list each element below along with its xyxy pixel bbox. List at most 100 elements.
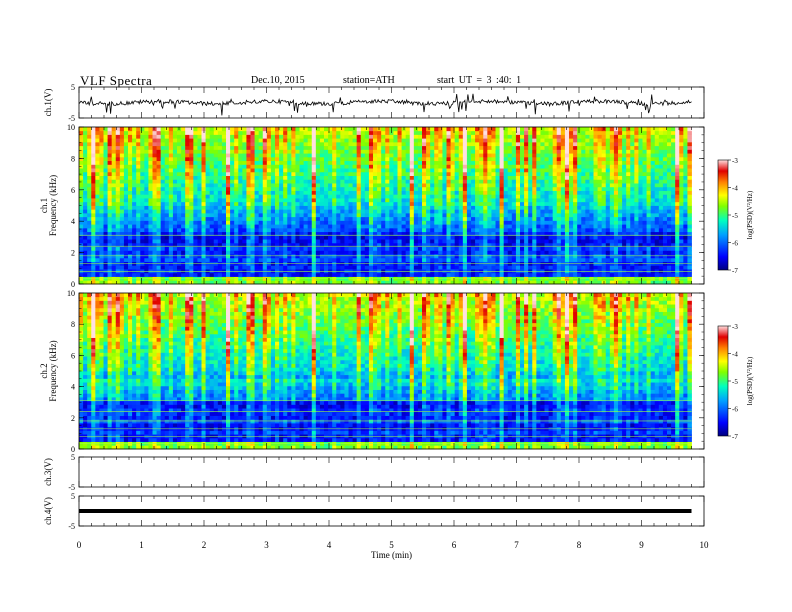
heatmap-cell <box>115 242 121 248</box>
heatmap-cell <box>495 186 500 191</box>
heatmap-cell <box>303 194 309 199</box>
heatmap-cell <box>552 250 558 255</box>
heatmap-cell <box>279 201 284 206</box>
heatmap-cell <box>148 168 153 173</box>
heatmap-cell <box>646 257 652 262</box>
heatmap-cell <box>373 257 378 262</box>
heatmap-cell <box>279 254 284 259</box>
heatmap-cell <box>230 216 235 221</box>
heatmap-cell <box>405 239 411 244</box>
heatmap-cell <box>471 246 476 251</box>
heatmap-cell <box>230 227 235 233</box>
heatmap-cell <box>275 280 280 285</box>
heatmap-cell <box>242 246 247 251</box>
heatmap-cell <box>597 231 603 236</box>
heatmap-cell <box>140 254 145 259</box>
heatmap-cell <box>679 190 684 195</box>
heatmap-cell <box>340 231 345 236</box>
heatmap-cell <box>491 194 496 199</box>
heatmap-cell <box>152 239 157 244</box>
heatmap-cell <box>144 254 149 259</box>
heatmap-cell <box>234 227 239 233</box>
heatmap-cell <box>581 205 586 210</box>
heatmap-cell <box>446 220 451 225</box>
heatmap-cell <box>638 175 643 180</box>
heatmap-cell <box>291 242 296 248</box>
heatmap-cell <box>128 186 133 191</box>
heatmap-cell <box>560 242 566 248</box>
heatmap-cell <box>352 175 358 180</box>
heatmap-cell <box>667 194 672 199</box>
heatmap-cell <box>515 171 521 176</box>
heatmap-cell <box>544 186 549 191</box>
heatmap-cell <box>405 194 411 199</box>
heatmap-cell <box>471 205 476 210</box>
heatmap-cell <box>593 246 598 251</box>
heatmap-cell <box>340 198 345 203</box>
heatmap-cell <box>487 212 492 218</box>
heatmap-cell <box>487 168 492 173</box>
heatmap-cell <box>177 205 182 210</box>
heatmap-cell <box>132 242 137 248</box>
heatmap-cell <box>295 224 300 229</box>
heatmap-cell <box>213 257 219 262</box>
heatmap-cell <box>217 216 223 221</box>
heatmap-cell <box>193 231 198 236</box>
heatmap-cell <box>221 190 227 195</box>
heatmap-cell <box>417 201 423 206</box>
heatmap-cell <box>234 220 239 225</box>
heatmap-cell <box>209 205 215 210</box>
heatmap-cell <box>462 190 468 195</box>
heatmap-cell <box>172 175 178 180</box>
heatmap-cell <box>654 265 660 270</box>
heatmap-cell <box>340 220 345 225</box>
heatmap-cell <box>524 231 529 236</box>
heatmap-cell <box>401 194 407 199</box>
heatmap-cell <box>417 175 423 180</box>
heatmap-cell <box>258 205 264 210</box>
heatmap-cell <box>234 198 239 203</box>
heatmap-cell <box>491 239 496 244</box>
heatmap-cell <box>336 183 341 188</box>
heatmap-cell <box>140 224 145 229</box>
heatmap-cell <box>479 242 484 248</box>
heatmap-cell <box>577 179 582 184</box>
heatmap-cell <box>209 201 215 206</box>
heatmap-cell <box>209 186 215 191</box>
heatmap-cell <box>438 250 443 255</box>
heatmap-cell <box>503 246 509 251</box>
heatmap-cell <box>340 246 345 251</box>
heatmap-cell <box>667 171 672 176</box>
heatmap-cell <box>536 194 541 199</box>
heatmap-cell <box>181 224 186 229</box>
heatmap-cell <box>589 220 594 225</box>
heatmap-cell <box>123 212 129 218</box>
heatmap-cell <box>413 209 419 214</box>
heatmap-cell <box>593 183 598 188</box>
heatmap-cell <box>438 239 443 244</box>
heatmap-cell <box>234 224 239 229</box>
heatmap-cell <box>299 183 304 188</box>
heatmap-cell <box>230 190 235 195</box>
heatmap-cell <box>136 186 141 191</box>
heatmap-cell <box>226 280 231 285</box>
heatmap-cell <box>458 220 464 225</box>
heatmap-cell <box>189 220 194 225</box>
heatmap-cell <box>524 183 529 188</box>
heatmap-cell <box>221 250 227 255</box>
heatmap-cell <box>544 235 549 240</box>
heatmap-cell <box>393 168 398 173</box>
heatmap-cell <box>377 272 382 277</box>
heatmap-cell <box>385 235 390 240</box>
heatmap-cell <box>287 272 292 277</box>
heatmap-cell <box>328 160 333 165</box>
heatmap-cell <box>189 227 194 233</box>
heatmap-cell <box>515 212 521 218</box>
heatmap-cell <box>573 224 578 229</box>
heatmap-cell <box>442 224 447 229</box>
heatmap-cell <box>270 231 276 236</box>
heatmap-cell <box>242 220 247 225</box>
heatmap-cell <box>156 179 162 184</box>
heatmap-cell <box>168 212 174 218</box>
heatmap-cell <box>638 179 643 184</box>
